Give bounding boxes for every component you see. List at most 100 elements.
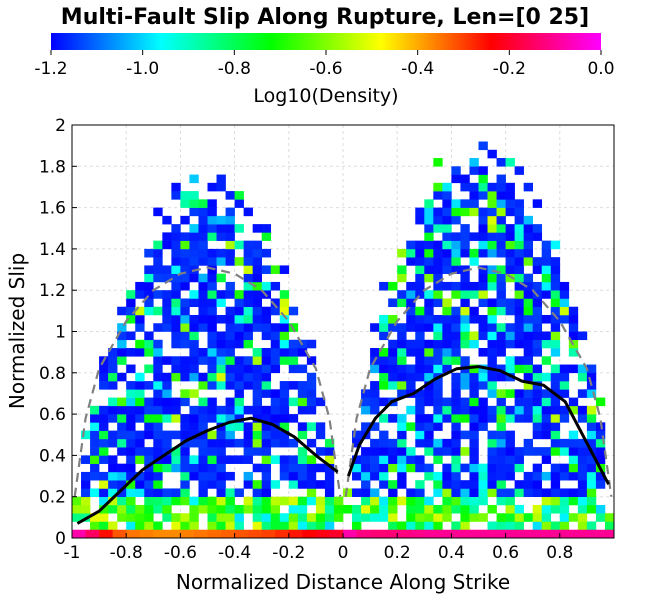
heatmap-cell [225, 381, 235, 390]
heatmap-cell [460, 381, 470, 390]
heatmap-cell [198, 306, 208, 316]
heatmap-cell [333, 513, 344, 522]
heatmap-cell [514, 232, 524, 241]
heatmap-cell [514, 314, 524, 324]
heatmap-cell [288, 463, 299, 473]
heatmap-cell [514, 397, 524, 407]
heatmap-cell [496, 290, 506, 299]
heatmap-cell [252, 348, 262, 357]
heatmap-cell [397, 372, 407, 382]
heatmap-cell [469, 480, 479, 489]
heatmap-cell [532, 281, 543, 291]
heatmap-cell [433, 298, 443, 308]
heatmap-cell [442, 182, 452, 192]
heatmap-cell [261, 232, 272, 241]
heatmap-cell [469, 447, 479, 456]
heatmap-cell [117, 463, 127, 473]
heatmap-cell [216, 405, 226, 415]
heatmap-cell [523, 323, 533, 332]
heatmap-cell [81, 496, 91, 506]
heatmap-cell [261, 331, 272, 341]
heatmap-cell [487, 521, 497, 531]
heatmap-cell [352, 521, 362, 531]
heatmap-cell [234, 513, 244, 522]
heatmap-cell [550, 273, 561, 283]
heatmap-cell [370, 323, 380, 332]
heatmap-cell [270, 455, 281, 464]
heatmap-cell [424, 372, 434, 382]
heatmap-cell [442, 488, 452, 497]
heatmap-cell [514, 290, 524, 299]
heatmap-cell [532, 372, 543, 382]
heatmap-cell [595, 480, 606, 489]
heatmap-cell [442, 496, 452, 506]
heatmap-cell [252, 306, 262, 316]
heatmap-cell [415, 405, 425, 415]
heatmap-cell [550, 314, 561, 324]
heatmap-cell [144, 455, 154, 464]
heatmap-cell [207, 290, 217, 299]
heatmap-cell [207, 339, 217, 349]
heatmap-cell [207, 314, 217, 324]
heatmap-cell [550, 364, 561, 374]
heatmap-cell [352, 513, 362, 522]
heatmap-cell [117, 405, 127, 415]
heatmap-cell [532, 480, 543, 489]
heatmap-cell [487, 455, 497, 464]
heatmap-cell [496, 331, 506, 341]
heatmap-cell [433, 521, 443, 531]
heatmap-cell [496, 496, 506, 506]
heatmap-cell [523, 447, 533, 456]
heatmap-cell [397, 265, 407, 274]
heatmap-cell [252, 447, 262, 456]
heatmap-cell [234, 488, 244, 497]
y-tick-label: 0.8 [39, 364, 66, 384]
heatmap-cell [153, 348, 163, 357]
heatmap-cell [243, 422, 253, 431]
heatmap-cell [180, 232, 190, 241]
heatmap-cell [478, 397, 488, 407]
heatmap-cell [243, 331, 253, 341]
heatmap-cell [279, 397, 290, 407]
heatmap-cell [442, 199, 452, 208]
heatmap-cell [207, 521, 217, 531]
heatmap-cell [514, 463, 524, 473]
heatmap-cell [189, 455, 199, 464]
heatmap-cell [496, 372, 506, 382]
heatmap-cell [550, 463, 561, 473]
heatmap-cell [306, 463, 317, 473]
heatmap-cell [487, 323, 497, 332]
heatmap-cell [180, 331, 190, 341]
heatmap-cell [144, 513, 154, 522]
heatmap-cell [433, 397, 443, 407]
heatmap-cell [433, 215, 443, 225]
heatmap-cell [577, 331, 588, 341]
heatmap-cell [189, 314, 199, 324]
bottom-strip-cell [370, 529, 384, 538]
heatmap-cell [108, 397, 118, 407]
heatmap-cell [126, 488, 136, 497]
heatmap-cell [451, 463, 461, 473]
heatmap-cell [144, 273, 154, 283]
heatmap-cell [171, 496, 181, 506]
heatmap-cell [406, 339, 416, 349]
heatmap-cell [216, 273, 226, 283]
heatmap-cell [442, 480, 452, 489]
heatmap-cell [180, 314, 190, 324]
heatmap-cell [279, 471, 290, 481]
heatmap-cell [370, 513, 380, 522]
heatmap-cell [171, 240, 181, 250]
heatmap-cell [370, 348, 380, 357]
x-tick-label: -0.6 [164, 543, 197, 563]
heatmap-cell [189, 521, 199, 531]
heatmap-cell [505, 471, 515, 481]
heatmap-cell [108, 438, 118, 448]
heatmap-cell [550, 447, 561, 456]
heatmap-cell [406, 405, 416, 415]
heatmap-cell [234, 389, 244, 398]
heatmap-cell [216, 513, 226, 522]
heatmap-cell [279, 455, 290, 464]
heatmap-cell [108, 430, 118, 440]
heatmap-cell [433, 389, 443, 398]
heatmap-cell [406, 381, 416, 390]
